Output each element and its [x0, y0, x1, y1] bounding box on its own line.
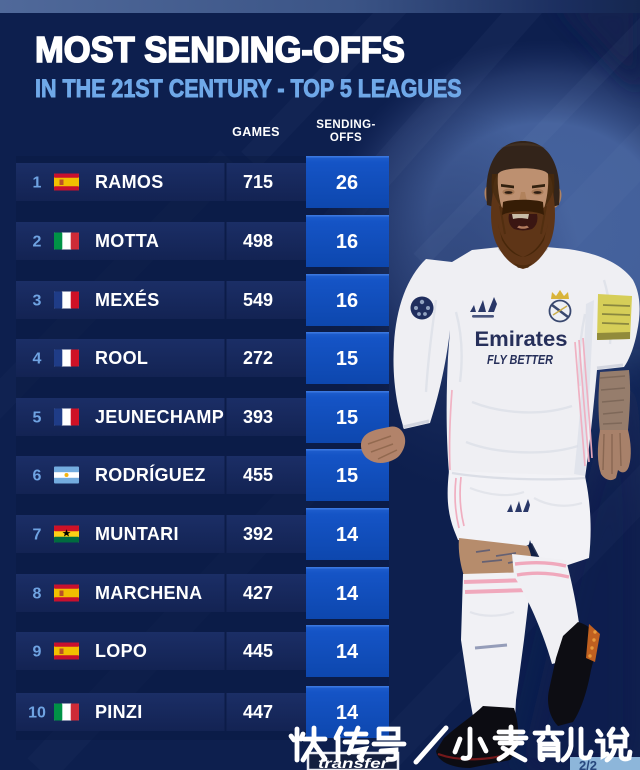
svg-text:14: 14: [336, 702, 359, 724]
svg-text:MEXÉS: MEXÉS: [95, 289, 160, 310]
svg-text:715: 715: [243, 172, 273, 192]
svg-text:MOST SENDING-OFFS: MOST SENDING-OFFS: [35, 30, 405, 70]
svg-text:8: 8: [33, 586, 42, 603]
svg-text:15: 15: [336, 407, 358, 429]
svg-text:2: 2: [33, 234, 42, 251]
svg-text:FLY BETTER: FLY BETTER: [487, 353, 553, 367]
svg-text:LOPO: LOPO: [95, 641, 147, 661]
svg-text:3: 3: [33, 293, 42, 310]
svg-text:392: 392: [243, 524, 273, 544]
svg-text:272: 272: [243, 348, 273, 368]
svg-text:PINZI: PINZI: [95, 702, 143, 722]
svg-text:RODRÍGUEZ: RODRÍGUEZ: [95, 464, 206, 485]
svg-text:6: 6: [33, 468, 42, 485]
svg-text:10: 10: [28, 705, 46, 722]
svg-text:transfer: transfer: [318, 755, 390, 770]
svg-text:Emirates: Emirates: [475, 328, 568, 351]
svg-text:1: 1: [33, 175, 42, 192]
svg-text:393: 393: [243, 407, 273, 427]
svg-text:RAMOS: RAMOS: [95, 172, 164, 192]
svg-text:427: 427: [243, 583, 273, 603]
svg-text:IN THE 21ST CENTURY - TOP 5 LE: IN THE 21ST CENTURY - TOP 5 LEAGUES: [35, 75, 462, 103]
svg-text:JEUNECHAMP: JEUNECHAMP: [95, 407, 224, 427]
svg-text:549: 549: [243, 290, 273, 310]
svg-text:2/2: 2/2: [579, 758, 597, 770]
svg-text:OFFS: OFFS: [330, 132, 362, 144]
svg-text:7: 7: [33, 527, 42, 544]
svg-text:498: 498: [243, 231, 273, 251]
svg-text:MARCHENA: MARCHENA: [95, 583, 202, 603]
svg-text:4: 4: [33, 351, 42, 368]
svg-text:ROOL: ROOL: [95, 348, 148, 368]
svg-text:455: 455: [243, 465, 273, 485]
svg-text:15: 15: [336, 465, 358, 487]
svg-text:14: 14: [336, 524, 359, 546]
svg-text:447: 447: [243, 702, 273, 722]
svg-text:MOTTA: MOTTA: [95, 231, 159, 251]
svg-text:15: 15: [336, 348, 358, 370]
svg-text:SENDING-: SENDING-: [316, 119, 375, 131]
svg-text:MUNTARI: MUNTARI: [95, 524, 179, 544]
svg-text:14: 14: [336, 583, 359, 605]
svg-text:GAMES: GAMES: [232, 125, 280, 139]
svg-text:14: 14: [336, 641, 359, 663]
svg-text:445: 445: [243, 641, 273, 661]
svg-text:5: 5: [33, 410, 42, 427]
svg-text:16: 16: [336, 231, 358, 253]
svg-text:16: 16: [336, 290, 358, 312]
svg-text:9: 9: [33, 644, 42, 661]
svg-text:26: 26: [336, 172, 358, 194]
